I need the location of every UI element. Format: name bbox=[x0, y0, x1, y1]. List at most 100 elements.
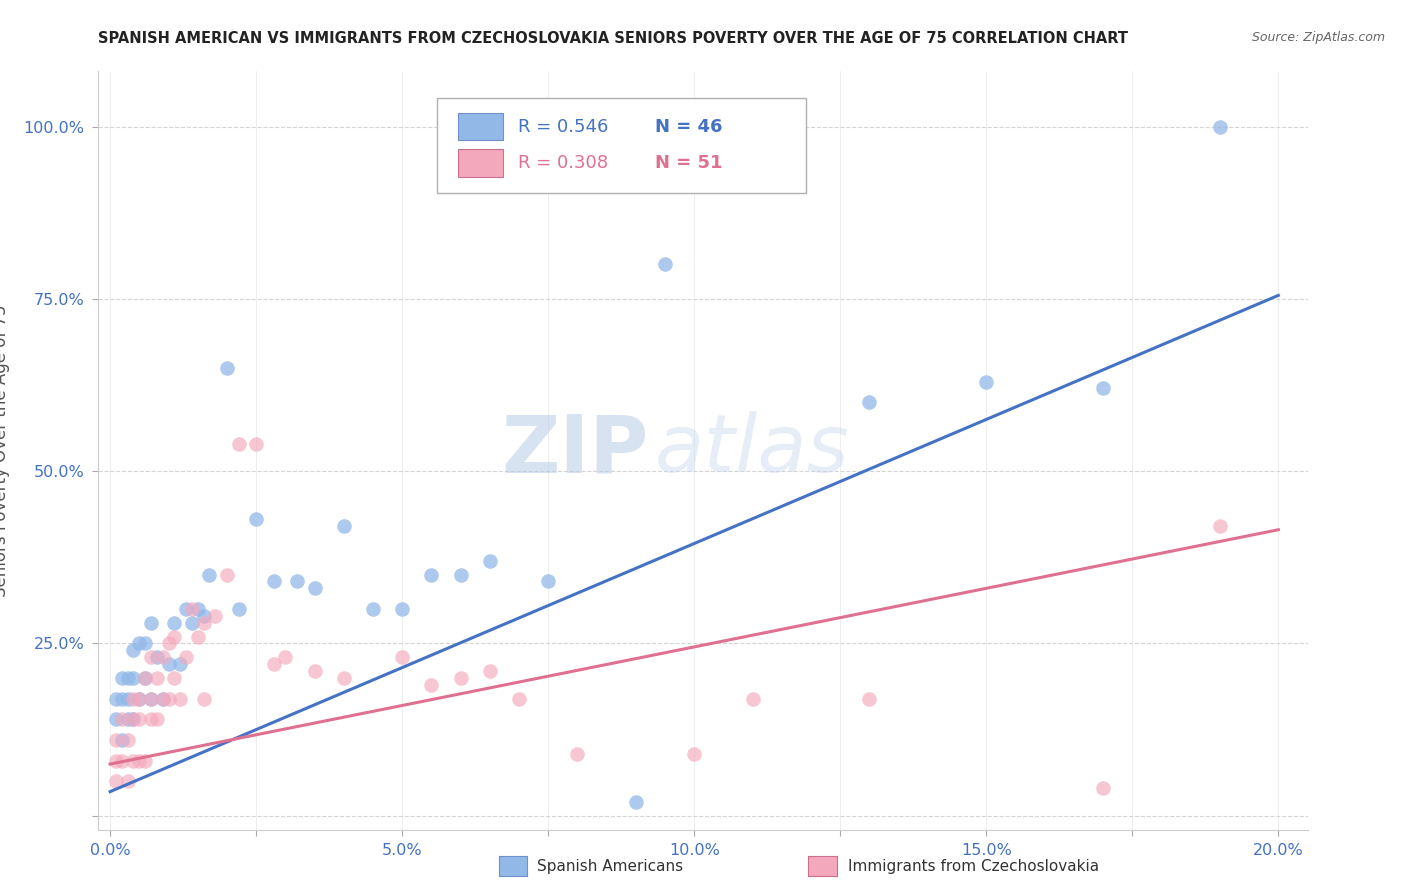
Point bbox=[304, 664, 326, 678]
Point bbox=[146, 671, 169, 685]
Point bbox=[245, 512, 267, 526]
Text: R = 0.546: R = 0.546 bbox=[517, 118, 609, 136]
Y-axis label: Seniors Poverty Over the Age of 75: Seniors Poverty Over the Age of 75 bbox=[0, 304, 10, 597]
Point bbox=[741, 691, 763, 706]
Point bbox=[1092, 381, 1115, 395]
Point bbox=[122, 671, 145, 685]
Point bbox=[285, 574, 308, 589]
Point bbox=[111, 733, 134, 747]
Point bbox=[180, 615, 202, 630]
Point bbox=[187, 630, 209, 644]
Point bbox=[304, 582, 326, 596]
Point bbox=[174, 650, 197, 665]
Point bbox=[537, 574, 560, 589]
Point bbox=[163, 630, 186, 644]
Point bbox=[104, 754, 127, 768]
Point bbox=[450, 671, 472, 685]
Point bbox=[122, 643, 145, 657]
Point bbox=[117, 671, 139, 685]
Point bbox=[134, 636, 156, 650]
Point bbox=[111, 671, 134, 685]
Point bbox=[215, 360, 238, 375]
Text: Spanish Americans: Spanish Americans bbox=[537, 859, 683, 873]
Bar bbox=[457, 150, 503, 177]
Point bbox=[122, 712, 145, 726]
Point bbox=[139, 650, 162, 665]
Point bbox=[157, 636, 180, 650]
Point bbox=[128, 636, 150, 650]
Point bbox=[104, 774, 127, 789]
Point bbox=[146, 712, 169, 726]
Point bbox=[128, 712, 150, 726]
Point bbox=[193, 691, 215, 706]
Text: N = 51: N = 51 bbox=[655, 154, 723, 172]
Point bbox=[117, 691, 139, 706]
Point bbox=[420, 567, 443, 582]
Point bbox=[169, 691, 191, 706]
Point bbox=[117, 774, 139, 789]
Point bbox=[146, 650, 169, 665]
Point bbox=[1209, 120, 1232, 134]
Point bbox=[450, 567, 472, 582]
Point bbox=[104, 691, 127, 706]
Point bbox=[361, 602, 384, 616]
Point bbox=[139, 615, 162, 630]
Point bbox=[193, 608, 215, 623]
Point bbox=[157, 691, 180, 706]
Point bbox=[122, 691, 145, 706]
Text: Source: ZipAtlas.com: Source: ZipAtlas.com bbox=[1251, 31, 1385, 45]
Point bbox=[478, 554, 501, 568]
Point bbox=[228, 436, 250, 450]
Point bbox=[858, 395, 880, 409]
Point bbox=[1209, 519, 1232, 533]
Point bbox=[104, 712, 127, 726]
Point bbox=[122, 754, 145, 768]
Text: SPANISH AMERICAN VS IMMIGRANTS FROM CZECHOSLOVAKIA SENIORS POVERTY OVER THE AGE : SPANISH AMERICAN VS IMMIGRANTS FROM CZEC… bbox=[98, 31, 1129, 46]
Point bbox=[111, 754, 134, 768]
Point bbox=[169, 657, 191, 672]
Point bbox=[391, 602, 413, 616]
Point bbox=[683, 747, 706, 761]
Text: Immigrants from Czechoslovakia: Immigrants from Czechoslovakia bbox=[848, 859, 1099, 873]
Point bbox=[245, 436, 267, 450]
Point bbox=[180, 602, 202, 616]
Point bbox=[391, 650, 413, 665]
Point bbox=[128, 691, 150, 706]
Text: N = 46: N = 46 bbox=[655, 118, 723, 136]
Point bbox=[624, 795, 647, 809]
Point bbox=[193, 615, 215, 630]
Point bbox=[654, 257, 676, 271]
Point bbox=[152, 691, 174, 706]
Point bbox=[420, 678, 443, 692]
Point bbox=[204, 608, 226, 623]
Point bbox=[163, 671, 186, 685]
Point bbox=[117, 733, 139, 747]
Point bbox=[274, 650, 297, 665]
Text: ZIP: ZIP bbox=[502, 411, 648, 490]
Point bbox=[974, 375, 997, 389]
Point bbox=[858, 691, 880, 706]
Point bbox=[139, 712, 162, 726]
Text: atlas: atlas bbox=[655, 411, 849, 490]
Text: R = 0.308: R = 0.308 bbox=[517, 154, 609, 172]
Point bbox=[157, 657, 180, 672]
Point bbox=[134, 671, 156, 685]
Point bbox=[163, 615, 186, 630]
Point bbox=[104, 733, 127, 747]
Point bbox=[111, 691, 134, 706]
Point bbox=[478, 664, 501, 678]
Point bbox=[139, 691, 162, 706]
Point bbox=[128, 691, 150, 706]
Point bbox=[187, 602, 209, 616]
Point bbox=[332, 519, 354, 533]
Point bbox=[122, 712, 145, 726]
Point bbox=[111, 712, 134, 726]
Point bbox=[128, 754, 150, 768]
Point bbox=[263, 574, 285, 589]
Point bbox=[134, 754, 156, 768]
Point bbox=[152, 650, 174, 665]
Point bbox=[567, 747, 589, 761]
Point bbox=[263, 657, 285, 672]
Bar bbox=[457, 113, 503, 140]
Point bbox=[117, 712, 139, 726]
